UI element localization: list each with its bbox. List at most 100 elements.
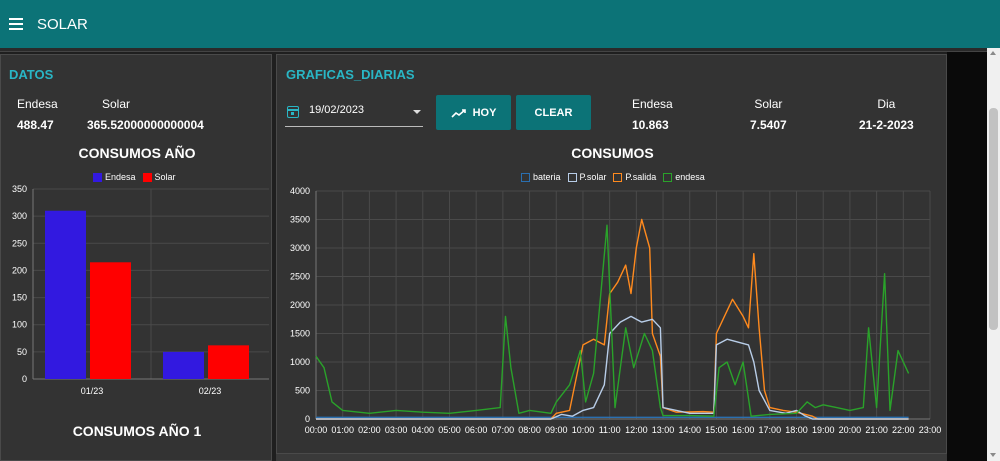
datos-solar-stat: Solar 365.52000000000004 [87,97,273,132]
graf-solar-value: 7.5407 [750,118,787,132]
bar-chart-title: CONSUMOS AÑO [78,145,196,161]
x-tick-label: 12:00 [625,425,648,435]
bar-chart: 0 50 100 150 200 250 300 350 01/23 02/23 [12,184,269,396]
legend-item-bateria[interactable]: bateria [521,172,561,182]
bar-solar-02-23 [208,345,249,379]
datos-solar-label: Solar [102,97,131,111]
x-tick-label: 19:00 [812,425,835,435]
x-tick-label: 07:00 [492,425,515,435]
series-line-endesa [315,224,910,417]
datos-endesa-label: Endesa [17,97,58,111]
x-tick-label: 15:00 [705,425,728,435]
app-title: SOLAR [37,15,88,33]
datos-title: DATOS [9,67,54,82]
x-tick-label: 16:00 [732,425,755,435]
y-tick-label: 100 [12,320,27,330]
bar-chart-2-title: CONSUMOS AÑO 1 [72,423,202,439]
y-tick-label: 1000 [290,357,310,367]
y-tick-label: 200 [12,265,27,275]
y-tick-label: 0 [22,374,27,384]
x-tick-label: 09:00 [545,425,568,435]
line-chart-title: CONSUMOS [571,145,654,161]
datos-panel: DATOS Endesa 488.47 Solar 365.5200000000… [0,54,272,461]
trending-up-icon [451,108,466,118]
bar-endesa-02-23 [163,351,204,379]
legend-label-psalida: P.salida [625,172,657,182]
legend-swatch-bateria [521,172,530,182]
date-picker-field[interactable]: 19/02/2023 [285,99,423,127]
topbar-divider [0,48,1000,52]
x-tick-label: 10:00 [572,425,595,435]
x-tick-label: 01/23 [81,386,104,396]
bar-solar-01-23 [90,262,131,379]
datos-solar-value: 365.52000000000004 [87,118,204,132]
scrollbar-thumb[interactable] [989,108,998,330]
scroll-down-arrow-icon[interactable] [990,453,996,457]
series-line-p-salida [316,218,909,420]
graf-endesa-value: 10.863 [632,118,669,132]
y-tick-label: 150 [12,293,27,303]
datos-endesa-value: 488.47 [17,118,54,132]
y-tick-label: 50 [17,347,27,357]
legend-item-solar[interactable]: Solar [142,172,176,182]
x-tick-label: 05:00 [438,425,461,435]
y-tick-label: 500 [295,386,310,396]
top-app-bar: SOLAR [0,0,1000,48]
graf-solar-label: Solar [754,97,783,111]
legend-label-psolar: P.solar [579,172,607,182]
y-tick-label: 0 [305,414,310,424]
legend-item-psalida[interactable]: P.salida [613,172,656,182]
hamburger-menu-icon[interactable] [9,14,35,34]
x-tick-label: 17:00 [759,425,782,435]
graficas-panel: GRAFICAS_DIARIAS 19/02/2023 HOY CLEAR En… [276,54,947,454]
y-tick-label: 300 [12,211,27,221]
graf-dia-stat: Dia 21-2-2023 [859,97,914,132]
graf-solar-stat: Solar 7.5407 [750,97,787,132]
datos-endesa-stat: Endesa 488.47 [17,97,58,132]
x-tick-label: 03:00 [385,425,408,435]
y-tick-label: 350 [12,184,27,194]
legend-item-endesa[interactable]: Endesa [93,172,136,182]
clear-label: CLEAR [534,106,573,119]
y-tick-label: 4000 [290,186,310,196]
graf-dia-label: Dia [877,97,896,111]
x-tick-label: 00:00 [305,425,328,435]
y-tick-label: 250 [12,238,27,248]
x-tick-label: 02/23 [199,386,222,396]
legend-swatch-solar [142,172,152,182]
graficas-title: GRAFICAS_DIARIAS [286,67,415,82]
hoy-button[interactable]: HOY [436,95,511,130]
legend-swatch-endesa-line [663,172,673,182]
y-tick-label: 2000 [290,300,310,310]
legend-swatch-psolar [567,172,577,182]
chevron-down-icon[interactable] [413,110,421,114]
x-tick-label: 06:00 [465,425,488,435]
calendar-icon[interactable] [287,106,299,118]
x-tick-label: 18:00 [785,425,808,435]
vertical-scrollbar[interactable] [987,48,1000,461]
x-tick-label: 01:00 [331,425,354,435]
x-tick-label: 08:00 [518,425,541,435]
x-tick-label: 14:00 [678,425,701,435]
legend-label-bateria: bateria [533,172,561,182]
legend-label-endesa: Endesa [105,172,136,182]
y-tick-label: 1500 [290,329,310,339]
next-panel-edge [276,454,947,461]
x-tick-label: 23:00 [919,425,942,435]
bar-chart-legend: Endesa Solar [93,172,183,182]
x-tick-label: 21:00 [865,425,888,435]
legend-item-endesa-line[interactable]: endesa [663,172,705,182]
line-chart: 0 500 1000 1500 2000 2500 3000 3500 4000 00:00 01:… [290,186,942,435]
scroll-up-arrow-icon[interactable] [990,51,996,55]
legend-label-solar: Solar [154,172,176,182]
legend-item-psolar[interactable]: P.solar [567,172,607,182]
x-tick-label: 22:00 [892,425,915,435]
date-value: 19/02/2023 [309,104,365,116]
clear-button[interactable]: CLEAR [516,95,591,130]
legend-label-endesa-line: endesa [675,172,705,182]
series-line-p-solar [316,315,909,420]
line-chart-legend: bateria P.solar P.salida endesa [521,172,712,182]
x-tick-label: 20:00 [839,425,862,435]
legend-swatch-endesa [93,172,102,182]
